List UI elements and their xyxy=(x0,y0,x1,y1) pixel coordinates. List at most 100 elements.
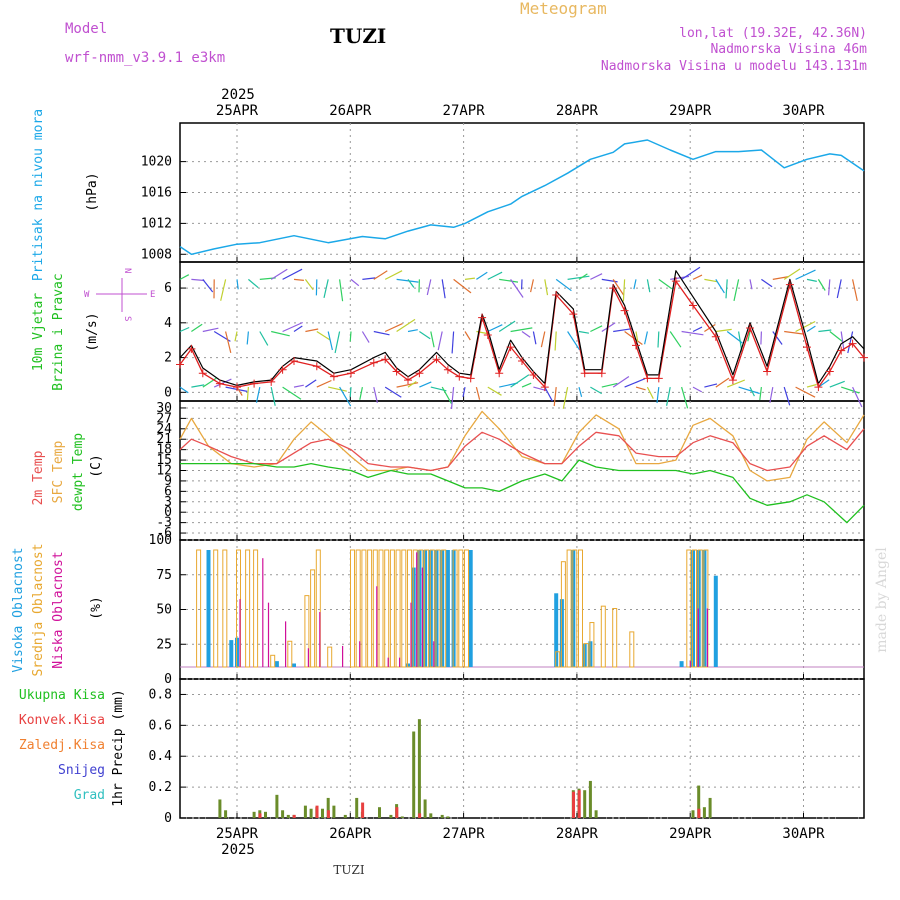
wind-plus-marker xyxy=(443,365,452,374)
lonlat-label: lon,lat (19.32E, 42.36N) xyxy=(679,26,867,41)
cloud-mid-bar xyxy=(441,549,447,668)
precip-bar-0 xyxy=(697,785,701,818)
wind-direction-arrow xyxy=(555,278,572,292)
wind-plus-marker xyxy=(478,313,487,322)
cloud-mid-bar xyxy=(560,561,566,668)
wind-direction-arrow xyxy=(601,382,618,388)
wind-direction-arrow xyxy=(255,386,261,403)
wind-direction-arrow xyxy=(692,326,703,333)
cloud-tick-label: 0 xyxy=(164,672,172,687)
temp-tick-label: 27 xyxy=(156,411,172,426)
cloud-high-bar xyxy=(679,661,684,667)
wind-plus-marker xyxy=(495,369,504,378)
cloud-tick-label: 50 xyxy=(156,603,172,618)
wind-direction-arrow xyxy=(681,266,701,280)
wind-direction-arrow xyxy=(179,274,190,280)
wind-plus-marker xyxy=(529,370,538,379)
precip-bar-0 xyxy=(691,810,695,818)
wind-direction-arrow xyxy=(384,270,403,280)
cloud-high-bar xyxy=(445,550,450,667)
temp-tick-label: 9 xyxy=(164,474,172,489)
wind-direction-arrow xyxy=(795,269,816,280)
temp-tick-label: 21 xyxy=(156,432,172,447)
wind-plus-marker xyxy=(728,376,737,385)
cloud-high-bar xyxy=(274,661,279,667)
wind-ylabel-a: 10m Vjetar xyxy=(31,293,46,371)
wind-direction-arrow xyxy=(419,331,431,340)
wind-direction-arrow xyxy=(396,382,419,388)
top-time-axis: 25APR 26APR 27APR 28APR 29APR 30APR xyxy=(216,103,825,119)
cloud-mid-bar xyxy=(213,549,219,668)
precip-bar-0 xyxy=(594,810,598,818)
wind-direction-arrow xyxy=(761,278,773,288)
pressure-ylabel: Pritisak na nivou mora xyxy=(31,109,46,281)
wind-direction-arrow xyxy=(361,331,370,343)
cloud-mid-bar xyxy=(287,640,293,668)
wind-direction-arrow xyxy=(510,279,524,298)
wind-direction-arrow xyxy=(270,386,276,406)
top-day-label: 28APR xyxy=(556,103,599,119)
precip-tick-label: 0 xyxy=(164,811,172,826)
year-label-bottom: 2025 xyxy=(221,842,255,858)
wind-direction-arrow xyxy=(852,279,858,302)
wind-plus-marker xyxy=(580,369,589,378)
cloud-mid-bar xyxy=(196,549,202,668)
precip-frame xyxy=(179,678,865,819)
temp-tick-label: 24 xyxy=(156,422,172,437)
wind-plus-marker xyxy=(466,374,475,383)
wind-direction-arrow xyxy=(532,331,537,345)
legend-total-rain: Ukupna Kisa xyxy=(19,688,105,703)
wind-direction-arrow xyxy=(510,327,533,333)
wind-direction-arrow xyxy=(612,376,630,388)
precip-bar-0 xyxy=(275,794,279,818)
wind-direction-arrow xyxy=(248,278,259,289)
precip-bar-0 xyxy=(412,731,416,818)
precip-bar-0 xyxy=(378,807,381,818)
wind-direction-arrow xyxy=(533,386,547,391)
wind-plus-marker xyxy=(540,383,549,392)
temp-tick-label: 15 xyxy=(156,453,172,468)
bottom-day-label: 25APR xyxy=(216,826,259,842)
precip-bar-1 xyxy=(418,813,422,818)
top-day-label: 26APR xyxy=(329,103,372,119)
wind-direction-arrow xyxy=(704,383,718,388)
compass-east: E xyxy=(150,290,155,300)
top-day-label: 29APR xyxy=(669,103,712,119)
wind-direction-arrow xyxy=(590,386,602,395)
wind-plus-marker xyxy=(455,372,464,381)
cloud-mid-bar xyxy=(222,549,228,668)
wind-plus-marker xyxy=(404,376,412,385)
temp-tick-label: 12 xyxy=(156,464,172,479)
wind-direction-arrow xyxy=(635,386,646,391)
precip-bar-0 xyxy=(708,797,712,818)
precip-bar-1 xyxy=(697,808,701,818)
wind-plus-marker xyxy=(312,362,321,371)
wind-direction-arrow xyxy=(666,386,671,406)
cloud-mid-bar xyxy=(304,595,310,668)
wind-plus-marker xyxy=(176,360,184,369)
precip-bar-0 xyxy=(389,814,393,818)
wind-plus-marker xyxy=(860,353,868,362)
cloud-mid-bar xyxy=(270,654,276,668)
wind-plus-marker xyxy=(347,369,355,378)
pressure-tick-label: 1012 xyxy=(141,216,172,231)
wind-direction-arrow xyxy=(293,384,304,388)
wind-direction-arrow xyxy=(362,277,376,280)
wind-direction-arrow xyxy=(783,268,801,280)
wind-direction-arrow xyxy=(715,328,732,333)
precip-bar-1 xyxy=(395,807,399,818)
wind-direction-arrow xyxy=(441,386,453,404)
cloud-mid-bar xyxy=(245,549,251,668)
precip-bar-0 xyxy=(429,813,433,818)
wind-plus-marker xyxy=(597,369,606,378)
wind-speed-line xyxy=(179,270,865,386)
grid-lines xyxy=(180,123,864,819)
temp-tick-label: 18 xyxy=(156,443,172,458)
wind-direction-arrow xyxy=(644,331,648,345)
precip-bar-0 xyxy=(588,780,592,818)
wind-direction-arrow xyxy=(282,386,302,400)
wind-direction-arrow xyxy=(578,386,583,397)
top-day-label: 30APR xyxy=(782,103,825,119)
wind-plus-marker xyxy=(392,367,401,376)
